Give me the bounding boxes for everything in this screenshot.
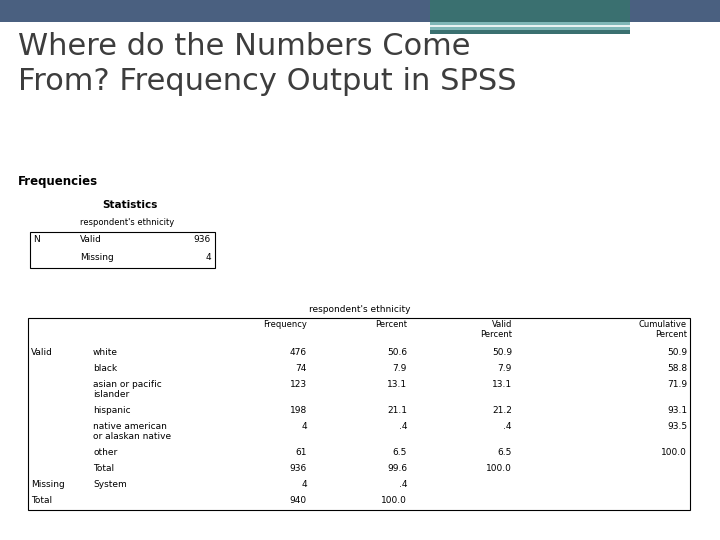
Text: .4: .4 (398, 422, 407, 431)
Bar (30, 232, 215, 268)
Text: Missing: Missing (80, 253, 114, 262)
Text: 61: 61 (295, 448, 307, 457)
Text: N: N (33, 235, 40, 244)
Text: 100.0: 100.0 (381, 496, 407, 505)
Text: Valid
Percent: Valid Percent (480, 320, 512, 340)
Text: Valid: Valid (31, 348, 53, 357)
Text: 940: 940 (290, 496, 307, 505)
Text: 123: 123 (290, 380, 307, 389)
Text: 198: 198 (289, 406, 307, 415)
Text: 7.9: 7.9 (498, 364, 512, 373)
Text: asian or pacific
islander: asian or pacific islander (93, 380, 162, 400)
Text: Missing: Missing (31, 480, 65, 489)
Text: 13.1: 13.1 (492, 380, 512, 389)
Text: other: other (93, 448, 117, 457)
Text: respondent's ethnicity: respondent's ethnicity (310, 305, 410, 314)
Text: 936: 936 (194, 235, 211, 244)
Text: black: black (93, 364, 117, 373)
Text: Valid: Valid (80, 235, 102, 244)
Text: 50.9: 50.9 (492, 348, 512, 357)
Text: Total: Total (31, 496, 52, 505)
Text: Where do the Numbers Come
From? Frequency Output in SPSS: Where do the Numbers Come From? Frequenc… (18, 32, 517, 96)
Text: 100.0: 100.0 (486, 464, 512, 473)
Text: 100.0: 100.0 (661, 448, 687, 457)
Text: respondent's ethnicity: respondent's ethnicity (80, 218, 174, 227)
Text: 7.9: 7.9 (392, 364, 407, 373)
Text: Percent: Percent (375, 320, 407, 329)
Text: 50.9: 50.9 (667, 348, 687, 357)
Text: Frequency: Frequency (263, 320, 307, 329)
Text: 50.6: 50.6 (387, 348, 407, 357)
Text: hispanic: hispanic (93, 406, 130, 415)
Bar (430, 22, 630, 30)
Text: .4: .4 (398, 480, 407, 489)
Text: Frequencies: Frequencies (18, 175, 98, 188)
Text: 936: 936 (289, 464, 307, 473)
Text: Total: Total (93, 464, 114, 473)
Text: System: System (93, 480, 127, 489)
Text: 93.1: 93.1 (667, 406, 687, 415)
Text: 4: 4 (302, 480, 307, 489)
Text: 71.9: 71.9 (667, 380, 687, 389)
Text: 99.6: 99.6 (387, 464, 407, 473)
Text: 58.8: 58.8 (667, 364, 687, 373)
Text: 6.5: 6.5 (498, 448, 512, 457)
Text: 6.5: 6.5 (392, 448, 407, 457)
Bar (28, 318, 690, 510)
Text: Cumulative
Percent: Cumulative Percent (639, 320, 687, 340)
Text: 476: 476 (290, 348, 307, 357)
Text: 21.1: 21.1 (387, 406, 407, 415)
Text: native american
or alaskan native: native american or alaskan native (93, 422, 171, 441)
Bar (0, 0, 720, 22)
Text: 4: 4 (205, 253, 211, 262)
Text: 13.1: 13.1 (387, 380, 407, 389)
Text: 4: 4 (302, 422, 307, 431)
Text: white: white (93, 348, 118, 357)
Text: .4: .4 (503, 422, 512, 431)
Bar (430, 0, 630, 34)
Text: 93.5: 93.5 (667, 422, 687, 431)
Text: Statistics: Statistics (102, 200, 158, 210)
Text: 74: 74 (296, 364, 307, 373)
Text: 21.2: 21.2 (492, 406, 512, 415)
